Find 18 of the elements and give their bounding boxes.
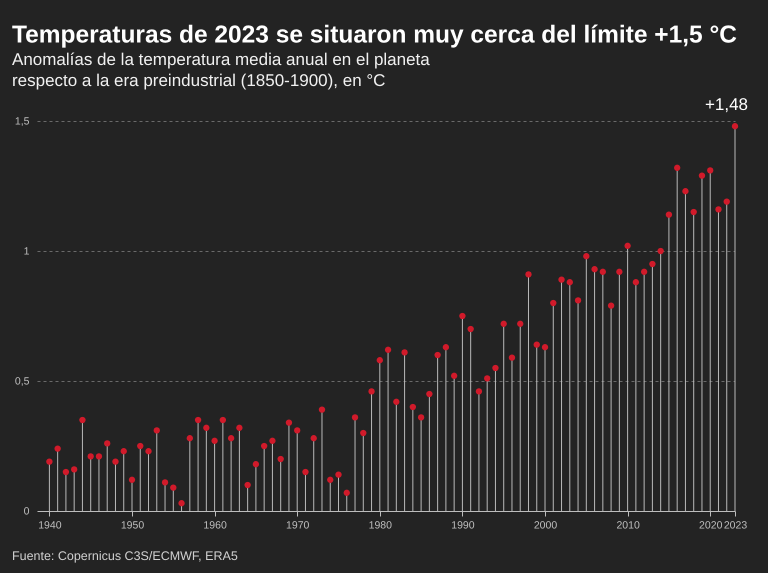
x-tick-label: 1970 (286, 520, 310, 532)
chart-title: Temperaturas de 2023 se situaron muy cerca del límite +1,5 °C (12, 22, 738, 49)
chart-subtitle: Anomalías de la temperatura media anual en el planeta respecto a la era preindustrial (1850-1900), en °C (12, 50, 430, 90)
annotation: +1,48 (704, 95, 748, 114)
y-tick-label: 1,5 (14, 116, 30, 128)
x-tick-label: 2010 (616, 520, 640, 532)
source-note: Fuente: Copernicus C3S/ECMWF, ERA5 (12, 549, 238, 563)
x-tick-label: 2020 (699, 520, 723, 532)
x-tick-label: 1940 (38, 520, 62, 532)
x-tick-label: 2023 (724, 520, 748, 532)
x-tick-label: 2000 (534, 520, 558, 532)
x-tick-label: 1990 (451, 520, 475, 532)
y-tick-label: 0,5 (14, 376, 30, 388)
x-tick-label: 1950 (120, 520, 144, 532)
y-tick-label: 1 (24, 246, 30, 258)
x-tick-label: 1980 (368, 520, 392, 532)
x-tick-label: 1960 (203, 520, 227, 532)
y-tick-label: 0 (24, 506, 30, 518)
